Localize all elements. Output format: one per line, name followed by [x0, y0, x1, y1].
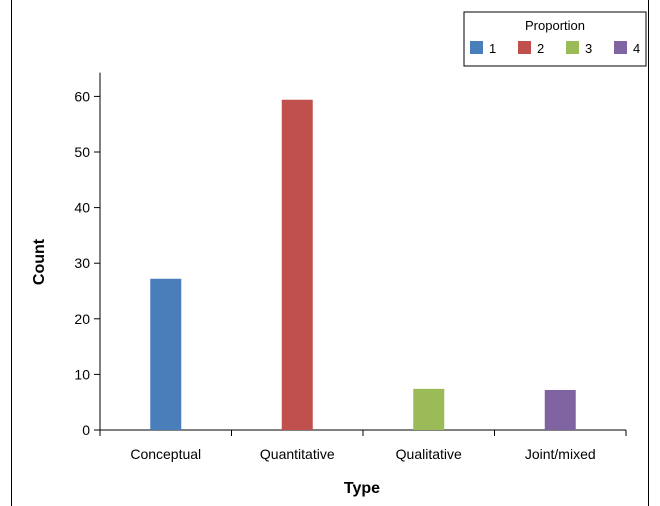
legend-box	[463, 11, 647, 67]
y-tick-label: 30	[74, 255, 90, 271]
x-tick-label: Joint/mixed	[525, 446, 596, 462]
bar-joint-mixed	[544, 389, 576, 430]
legend-items: 1 2 3 4	[470, 41, 640, 56]
y-tick-label: 0	[82, 422, 90, 438]
bar-qualitative	[413, 388, 445, 430]
legend-swatch	[518, 41, 531, 54]
bar-quantitative	[281, 99, 313, 431]
legend-label: 1	[489, 41, 496, 56]
legend-label: 3	[585, 41, 592, 56]
y-axis-title: Count	[31, 238, 48, 285]
legend: Proportion 1 2 3 4	[463, 11, 647, 67]
y-tick-label: 50	[74, 144, 90, 160]
plot-area: 0 10 20 30 40 50 60 Conceptual Quantitative Quali…	[74, 72, 627, 462]
legend-label: 2	[537, 41, 544, 56]
x-axis-title: Type	[344, 480, 380, 497]
y-tick-label: 20	[74, 311, 90, 327]
y-tick-label: 40	[74, 200, 90, 216]
legend-title: Proportion	[525, 18, 585, 33]
chart-frame	[11, 0, 649, 506]
x-tick-label: Quantitative	[260, 446, 335, 462]
legend-swatch	[470, 41, 483, 54]
y-tick-label: 60	[74, 88, 90, 104]
y-tick-label: 10	[74, 366, 90, 382]
legend-label: 4	[633, 41, 640, 56]
bar-conceptual	[150, 278, 182, 430]
x-tick-label: Conceptual	[130, 446, 201, 462]
legend-swatch	[614, 41, 627, 54]
x-tick-label: Qualitative	[396, 446, 462, 462]
legend-swatch	[566, 41, 579, 54]
